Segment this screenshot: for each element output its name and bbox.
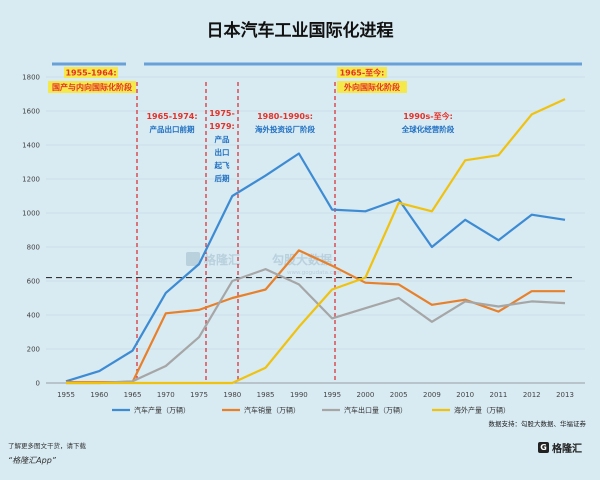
phase-period: 1980-1990s:	[257, 112, 313, 121]
phase-desc: 全球化经营阶段	[401, 124, 455, 134]
y-tick-label: 1600	[22, 108, 40, 116]
phase-period: 1990s-至今:	[403, 111, 453, 121]
phase-desc: 起飞	[214, 160, 230, 170]
x-tick-label: 1960	[90, 391, 108, 399]
logo-text: 格隆汇	[552, 444, 582, 455]
highlight-box	[64, 67, 118, 78]
x-tick-label: 1980	[223, 391, 241, 399]
y-tick-label: 1200	[22, 176, 40, 184]
phase-desc: 产品	[215, 134, 230, 144]
watermark: 格隆汇 勾股大数据 www.gogudata.com	[186, 252, 341, 276]
x-tick-label: 2011	[490, 391, 508, 399]
brand-logo: G 格隆汇	[538, 440, 582, 455]
y-tick-label: 0	[36, 380, 40, 388]
x-tick-label: 1990	[290, 391, 308, 399]
legend-label: 汽车产量（万辆）	[134, 406, 190, 415]
watermark-text: 格隆汇	[204, 252, 240, 267]
series-line	[65, 152, 566, 383]
legend-label: 汽车出口量（万辆）	[344, 406, 407, 415]
y-tick-label: 1800	[22, 74, 40, 82]
watermark-logo-icon	[186, 252, 200, 266]
logo-icon: G	[538, 442, 549, 453]
legend-label: 汽车销量（万辆）	[244, 406, 300, 415]
x-tick-label: 2000	[356, 391, 374, 399]
x-ticks: 1955 1960 1965 1970 1975 1980 1985 1990 1995 2000…	[57, 391, 574, 399]
legend: 汽车产量（万辆） 汽车销量（万辆） 汽车出口量（万辆） 海外产量（万辆）	[112, 406, 510, 415]
x-tick-label: 1965	[124, 391, 142, 399]
x-tick-label: 1985	[257, 391, 275, 399]
chart-title: 日本汽车工业国际化进程	[207, 20, 394, 41]
x-tick-label: 1970	[157, 391, 175, 399]
y-tick-label: 800	[27, 244, 40, 252]
y-tick-label: 600	[27, 278, 40, 286]
series-line	[66, 268, 566, 385]
footer-line-1: 了解更多图文干货，请下载	[8, 442, 86, 450]
y-tick-label: 200	[27, 346, 40, 354]
phase-period: 1965-1974:	[146, 112, 197, 121]
y-tick-label: 1400	[22, 142, 40, 150]
y-ticks: 0 200 400 600 800 1000 1200 1400 1600 1800	[22, 74, 40, 388]
series-line	[66, 249, 565, 384]
x-tick-label: 2012	[523, 391, 541, 399]
x-tick-label: 2010	[456, 391, 474, 399]
watermark-text: 勾股大数据	[272, 252, 332, 267]
phase-period: 1979:	[209, 122, 234, 131]
phase-desc: 国产与内向国际化阶段	[52, 82, 132, 92]
highlight-box	[337, 67, 387, 78]
x-tick-label: 2005	[390, 391, 408, 399]
y-grid	[46, 76, 585, 384]
source-note: 数据支持：勾股大数据、华福证券	[489, 419, 587, 428]
phase-desc: 后期	[215, 173, 230, 183]
watermark-url: www.gogudata.com	[287, 270, 341, 276]
phase-period: 1955-1964:	[65, 69, 116, 78]
highlight-box	[337, 81, 407, 93]
phase-period: 1965-至今:	[340, 68, 385, 78]
phase-desc: 产品出口前期	[150, 124, 195, 134]
legend-label: 海外产量（万辆）	[454, 406, 510, 415]
highlight-box	[48, 81, 136, 93]
x-tick-label: 1995	[323, 391, 341, 399]
footer-line-2: “格隆汇App”	[8, 456, 56, 465]
phase-period: 1975-	[209, 109, 235, 118]
x-tick-label: 1975	[190, 391, 208, 399]
series-lines	[65, 98, 566, 385]
phase-annotations: 1955-1964: 国产与内向国际化阶段 1965-1974: 产品出口前期 1975…	[48, 67, 455, 183]
phase-dividers	[136, 82, 336, 383]
y-tick-label: 1000	[22, 210, 40, 218]
y-tick-label: 400	[27, 312, 40, 320]
phase-desc: 外向国际化阶段	[344, 82, 400, 92]
phase-desc: 海外投资设厂阶段	[255, 124, 315, 134]
x-tick-label: 2009	[423, 391, 441, 399]
x-tick-label: 1955	[57, 391, 75, 399]
x-tick-label: 2013	[556, 391, 574, 399]
series-line	[66, 98, 566, 385]
phase-desc: 出口	[215, 147, 230, 157]
